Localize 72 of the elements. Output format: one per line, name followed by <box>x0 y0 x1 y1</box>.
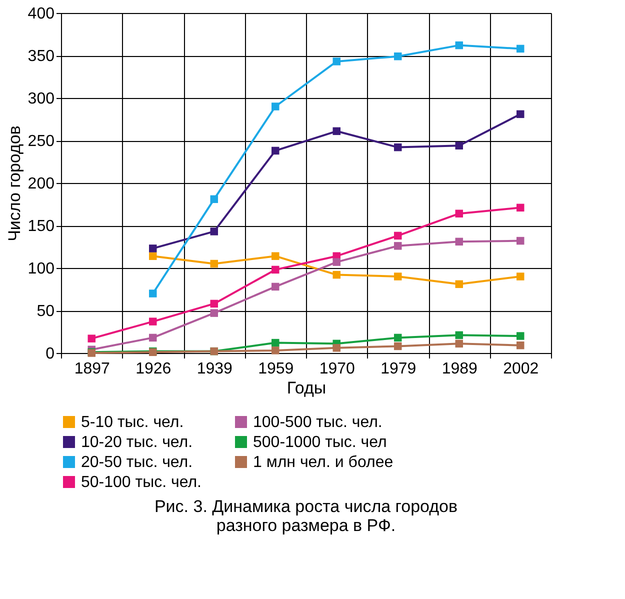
point <box>455 142 463 150</box>
point <box>332 344 340 352</box>
y-axis-title: Число городов <box>4 126 24 242</box>
y-tick-label: 400 <box>28 6 55 22</box>
y-tick-label: 250 <box>28 133 55 150</box>
point <box>394 232 402 240</box>
y-tick-label: 0 <box>46 346 55 362</box>
x-tick-label: 1959 <box>258 360 294 378</box>
point <box>149 334 157 342</box>
point <box>455 340 463 348</box>
point <box>455 238 463 246</box>
point <box>210 228 218 236</box>
point <box>149 290 157 298</box>
point <box>272 146 280 155</box>
legend-label: 50-100 тыс. чел. <box>81 474 202 491</box>
point <box>272 252 280 260</box>
point <box>394 242 402 250</box>
point <box>455 280 463 288</box>
point <box>332 258 340 266</box>
x-tick-label: 1897 <box>74 360 110 378</box>
point <box>272 282 280 291</box>
point <box>272 346 280 354</box>
legend-label: 20-50 тыс. чел. <box>81 454 193 471</box>
point <box>394 342 402 350</box>
point <box>149 252 157 260</box>
x-tick-label: 1979 <box>380 360 416 378</box>
point <box>394 52 402 60</box>
text: разного размера в РФ. <box>216 516 396 535</box>
y-tick-label: 50 <box>36 303 55 320</box>
point <box>272 338 280 347</box>
point <box>332 127 340 136</box>
point <box>394 272 402 280</box>
x-tick-label: 1926 <box>136 360 172 378</box>
point <box>516 204 524 212</box>
point <box>210 195 218 204</box>
legend-label: 10-20 тыс. чел. <box>81 434 193 451</box>
point <box>455 41 463 50</box>
point <box>516 110 524 118</box>
point <box>394 334 402 342</box>
legend-label: 1 млн чел. и более <box>253 454 394 471</box>
x-tick-label: 2002 <box>503 360 539 378</box>
x-tick-label: 1939 <box>196 360 233 378</box>
y-tick-label: 200 <box>28 176 55 192</box>
point <box>332 58 340 66</box>
text: Рис. 3. Динамика роста числа городов <box>154 497 458 516</box>
legend-label: 5-10 тыс. чел. <box>81 414 184 431</box>
x-axis-title: Годы <box>286 378 326 398</box>
point <box>516 236 524 245</box>
point <box>210 309 218 317</box>
y-tick-label: 150 <box>28 218 55 235</box>
point <box>516 341 524 350</box>
x-tick-label: 1989 <box>442 360 478 378</box>
point <box>272 102 280 110</box>
point <box>332 270 340 279</box>
x-tick-label: 1970 <box>319 360 356 378</box>
point <box>210 300 218 308</box>
point <box>455 210 463 218</box>
legend-label: 100-500 тыс. чел. <box>253 414 382 431</box>
point <box>516 272 524 280</box>
point <box>88 334 96 342</box>
legend-label: 500-1000 тыс. чел <box>253 434 387 451</box>
point <box>210 260 218 268</box>
point <box>394 143 402 152</box>
y-tick-label: 300 <box>28 90 55 108</box>
point <box>149 244 157 252</box>
point <box>455 331 463 340</box>
y-tick-label: 100 <box>28 260 55 278</box>
point <box>149 318 157 326</box>
point <box>272 266 280 274</box>
y-tick-label: 350 <box>28 48 55 65</box>
point <box>516 44 524 53</box>
point <box>516 332 524 340</box>
